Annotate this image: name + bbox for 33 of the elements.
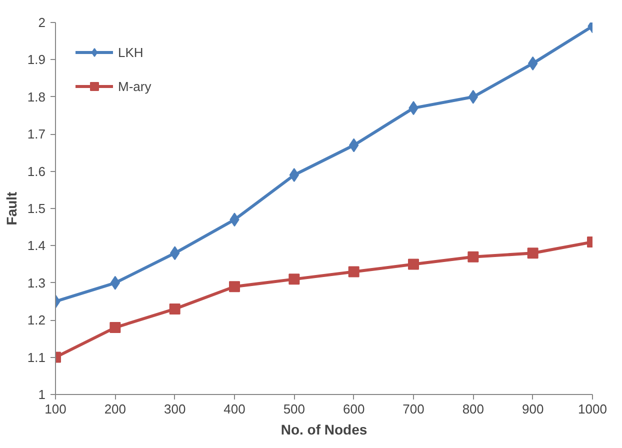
legend-label: LKH bbox=[118, 44, 144, 60]
x-tick-label: 100 bbox=[44, 402, 66, 416]
y-tick-label: 1.1 bbox=[27, 350, 46, 365]
point bbox=[229, 281, 240, 292]
legend-label: M-ary bbox=[118, 78, 152, 94]
point bbox=[527, 248, 538, 259]
x-tick-label: 900 bbox=[522, 402, 544, 416]
x-tick-label: 200 bbox=[104, 402, 126, 416]
x-tick-label: 300 bbox=[164, 402, 186, 416]
point bbox=[348, 266, 360, 278]
y-tick-label: 1.9 bbox=[27, 52, 46, 68]
x-tick-label: 1000 bbox=[578, 402, 607, 416]
y-tick-label: 1.2 bbox=[27, 312, 46, 328]
point bbox=[408, 258, 419, 270]
y-tick-label: 1.8 bbox=[27, 89, 46, 104]
x-tick-label: 600 bbox=[342, 402, 365, 416]
y-tick-label: 1.6 bbox=[27, 164, 46, 179]
point bbox=[169, 303, 180, 314]
x-tick-label: 400 bbox=[224, 402, 246, 416]
point bbox=[110, 322, 121, 334]
y-tick-label: 1.3 bbox=[27, 275, 46, 290]
y-tick-label: 2 bbox=[38, 15, 46, 30]
x-tick-label: 700 bbox=[402, 402, 424, 416]
x-tick-label: 500 bbox=[283, 402, 306, 416]
y-tick-label: 1.4 bbox=[27, 238, 46, 254]
y-tick-label: 1.5 bbox=[27, 201, 46, 216]
point bbox=[468, 251, 479, 262]
x-tick-label: 800 bbox=[462, 402, 484, 416]
y-tick-label: 1.7 bbox=[27, 126, 46, 142]
point bbox=[288, 274, 300, 285]
y-axis-title: Fault bbox=[3, 191, 20, 226]
x-axis-title: No. of Nodes bbox=[280, 422, 368, 438]
y-tick-label: 1 bbox=[38, 387, 46, 402]
